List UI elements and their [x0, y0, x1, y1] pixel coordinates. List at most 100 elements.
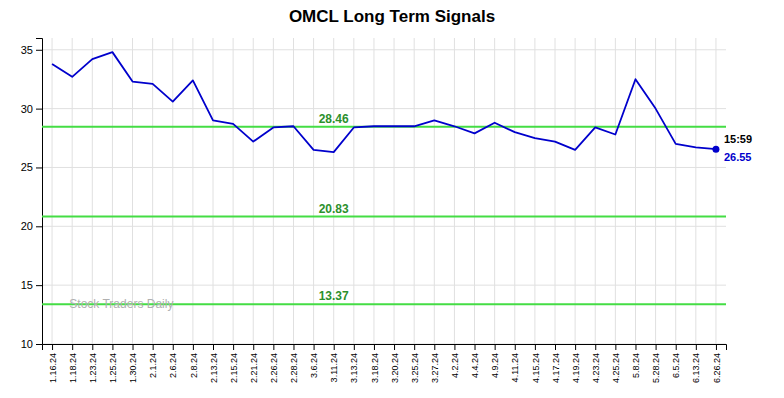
x-tick-label: 1.18.24: [68, 353, 78, 383]
grid-line-x: [655, 38, 656, 344]
x-tick-label: 2.21.24: [249, 353, 259, 383]
y-tick-label: 25: [21, 161, 33, 173]
x-tick: 4.9.24: [490, 344, 500, 378]
y-axis-line: [36, 39, 43, 345]
x-tick-label: 3.27.24: [430, 353, 440, 383]
grid-line-x: [534, 38, 535, 344]
x-tick-label: 6.13.24: [691, 353, 701, 383]
y-tick: 10: [21, 338, 42, 350]
grid-line-x: [52, 38, 53, 344]
grid-line-y: [42, 108, 726, 109]
x-tick-mark: [354, 344, 355, 350]
reference-line-label: 28.46: [319, 112, 349, 126]
grid-line-x: [635, 38, 636, 344]
x-tick-label: 4.23.24: [591, 353, 601, 383]
watermark: Stock Traders Daily: [69, 297, 173, 311]
x-tick-mark: [92, 344, 93, 350]
x-tick-label: 4.11.24: [510, 353, 520, 382]
y-tick-mark: [36, 167, 42, 168]
x-tick-label: 4.15.24: [531, 353, 541, 383]
x-tick: 1.16.24: [48, 344, 58, 383]
x-tick-mark: [334, 344, 335, 350]
grid-line-x: [353, 38, 354, 344]
x-tick-label: 2.26.24: [269, 353, 279, 383]
x-tick: 1.30.24: [128, 344, 138, 383]
x-axis-line: [43, 345, 727, 351]
x-tick-mark: [193, 344, 194, 350]
x-tick-mark: [213, 344, 214, 350]
x-tick-mark: [153, 344, 154, 350]
grid-line-x: [253, 38, 254, 344]
chart-svg: 1.16.241.18.241.23.241.25.241.30.242.1.2…: [0, 0, 784, 398]
x-tick-mark: [273, 344, 274, 350]
x-tick: 3.11.24: [329, 344, 339, 382]
y-tick: 25: [21, 161, 42, 173]
x-tick-label: 6.26.24: [712, 353, 722, 383]
x-tick: 2.8.24: [189, 344, 199, 378]
x-tick-mark: [676, 344, 677, 350]
x-tick-label: 2.15.24: [229, 353, 239, 383]
x-tick: 5.8.24: [631, 344, 641, 378]
x-tick-label: 1.30.24: [128, 353, 138, 383]
reference-line-label: 13.37: [319, 289, 349, 303]
grid-line-x: [192, 38, 193, 344]
x-tick-mark: [112, 344, 113, 350]
x-tick-label: 4.9.24: [490, 353, 500, 378]
x-tick-label: 2.6.24: [168, 353, 178, 378]
grid-line-y: [42, 167, 726, 168]
grid-line-x: [313, 38, 314, 344]
x-tick-label: 1.25.24: [108, 353, 118, 383]
x-tick: 3.13.24: [349, 344, 359, 383]
x-tick: 5.28.24: [651, 344, 661, 383]
x-tick: 2.28.24: [289, 344, 299, 383]
x-tick: 3.18.24: [370, 344, 380, 383]
grid-line-x: [273, 38, 274, 344]
x-tick-mark: [394, 344, 395, 350]
y-tick: 20: [21, 220, 42, 232]
x-tick: 2.21.24: [249, 344, 259, 383]
x-tick-mark: [495, 344, 496, 350]
x-tick-label: 3.18.24: [370, 353, 380, 383]
x-tick-mark: [52, 344, 53, 350]
x-tick-label: 4.2.24: [450, 353, 460, 378]
last-point-dot: [712, 146, 719, 153]
x-tick-mark: [133, 344, 134, 350]
grid-line-y: [42, 49, 726, 50]
grid-line-x: [675, 38, 676, 344]
x-tick-label: 3.6.24: [309, 353, 319, 378]
x-tick: 4.11.24: [510, 344, 520, 382]
x-tick-mark: [635, 344, 636, 350]
y-tick-mark: [36, 226, 42, 227]
x-tick: 2.13.24: [209, 344, 219, 383]
x-tick-label: 5.8.24: [631, 353, 641, 378]
grid-line-x: [494, 38, 495, 344]
x-tick-mark: [575, 344, 576, 350]
x-tick-label: 2.13.24: [209, 353, 219, 383]
x-tick: 2.26.24: [269, 344, 279, 383]
annotations: 28.4620.8313.3715:5926.55Stock Traders D…: [69, 112, 752, 312]
x-tick-mark: [696, 344, 697, 350]
x-tick-label: 4.19.24: [571, 353, 581, 383]
y-tick: 15: [21, 279, 42, 291]
x-tick: 4.2.24: [450, 344, 460, 378]
x-tick: 2.1.24: [148, 344, 158, 378]
y-tick-mark: [36, 109, 42, 110]
last-price-label: 26.55: [724, 151, 752, 163]
x-tick-mark: [414, 344, 415, 350]
x-tick: 3.25.24: [410, 344, 420, 383]
reference-line-label: 20.83: [319, 202, 349, 216]
grid-line-x: [233, 38, 234, 344]
x-tick: 3.27.24: [430, 344, 440, 383]
grid-line-x: [514, 38, 515, 344]
x-tick-label: 2.8.24: [189, 353, 199, 378]
y-tick: 30: [21, 103, 42, 115]
grid-line-x: [394, 38, 395, 344]
x-tick-label: 1.16.24: [48, 353, 58, 383]
x-tick: 1.18.24: [68, 344, 78, 383]
x-tick-label: 2.1.24: [148, 353, 158, 378]
x-tick-mark: [615, 344, 616, 350]
grid: [42, 38, 726, 344]
x-tick-mark: [72, 344, 73, 350]
x-tick-mark: [434, 344, 435, 350]
x-tick: 4.17.24: [551, 344, 561, 383]
